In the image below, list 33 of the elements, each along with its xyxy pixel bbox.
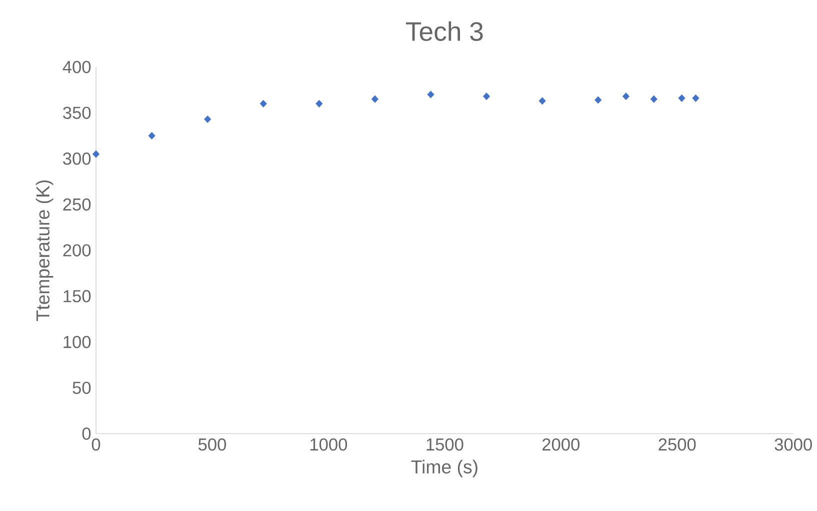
x-tick-label: 1000 xyxy=(310,438,348,451)
y-tick-label: 200 xyxy=(63,244,91,256)
point xyxy=(538,97,546,105)
y-tick-label: 400 xyxy=(62,60,91,74)
point xyxy=(260,100,267,108)
y-tick-label: 250 xyxy=(63,198,91,211)
y-tick-label: 100 xyxy=(64,336,91,348)
x-tick-label: 2000 xyxy=(542,438,580,451)
chart-title: Tech 3 xyxy=(406,21,483,41)
point xyxy=(650,95,658,103)
point xyxy=(92,150,100,158)
point xyxy=(204,116,212,123)
point xyxy=(148,132,156,140)
point xyxy=(427,90,434,98)
point xyxy=(371,95,378,103)
x-axis-title: Time (s) xyxy=(411,460,478,478)
point xyxy=(622,92,630,100)
x-tick-label: 3000 xyxy=(774,438,812,451)
x-tick-label: 500 xyxy=(198,438,226,451)
y-tick-label: 50 xyxy=(72,382,91,394)
x-tick-label: 2500 xyxy=(658,438,696,451)
point xyxy=(316,100,323,108)
point xyxy=(483,92,490,100)
x-tick-label: 1500 xyxy=(426,438,464,451)
y-tick-label: 350 xyxy=(63,106,91,119)
y-tick-label: 300 xyxy=(63,152,91,165)
y-tick-label: 0 xyxy=(82,428,91,440)
x-tick-label: 0 xyxy=(92,438,100,451)
point xyxy=(594,96,602,104)
point xyxy=(692,94,700,102)
point xyxy=(678,94,686,102)
y-axis-title: Ttemperature (K) xyxy=(36,180,54,321)
y-tick-label: 150 xyxy=(64,290,91,302)
